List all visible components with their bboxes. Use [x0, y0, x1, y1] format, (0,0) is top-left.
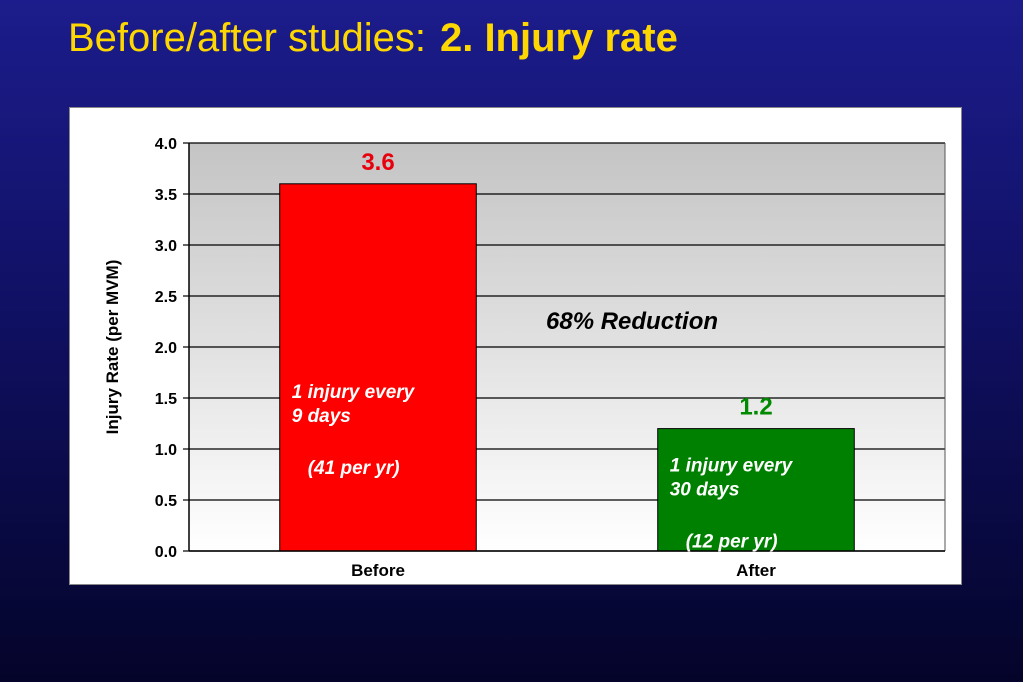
y-tick-label: 1.0: [155, 442, 177, 459]
slide-title: Before/after studies: 2. Injury rate: [68, 14, 678, 62]
value-label: 1.2: [739, 394, 772, 421]
reduction-annotation: 68% Reduction: [546, 308, 718, 335]
y-tick-label: 1.5: [155, 391, 177, 408]
y-tick-label: 3.5: [155, 187, 177, 204]
bar-note-line: 1 injury every: [670, 456, 794, 477]
bar-note-line: (12 per yr): [686, 532, 778, 553]
y-tick-label: 4.0: [155, 136, 177, 153]
bar-note-line: 1 injury every: [292, 382, 416, 403]
x-tick-label: Before: [351, 561, 405, 580]
y-tick-label: 3.0: [155, 238, 177, 255]
bar-before: [279, 183, 477, 552]
value-label: 3.6: [361, 149, 394, 176]
y-tick-label: 2.0: [155, 340, 177, 357]
y-tick-label: 2.5: [155, 289, 177, 306]
bar-note-line: 9 days: [292, 406, 351, 427]
x-tick-label: After: [736, 561, 776, 580]
y-tick-label: 0.0: [155, 544, 177, 561]
bar-note-line: 30 days: [670, 480, 740, 501]
bar-after: [657, 428, 855, 552]
y-axis-label: Injury Rate (per MVM): [103, 260, 122, 435]
y-tick-label: 0.5: [155, 493, 177, 510]
bar-note-line: (41 per yr): [308, 458, 400, 479]
chart-panel: 0.0 0.5 1.0 1.5 2.0 2.5 3.0 3.5 4.0 3.6 Before 1 i…: [69, 107, 962, 585]
bar-chart: 0.0 0.5 1.0 1.5 2.0 2.5 3.0 3.5 4.0 3.6 Before 1 i…: [103, 136, 946, 580]
slide-title-bold: 2. Injury rate: [439, 16, 678, 60]
slide-title-prefix: Before/after studies:: [68, 16, 426, 60]
